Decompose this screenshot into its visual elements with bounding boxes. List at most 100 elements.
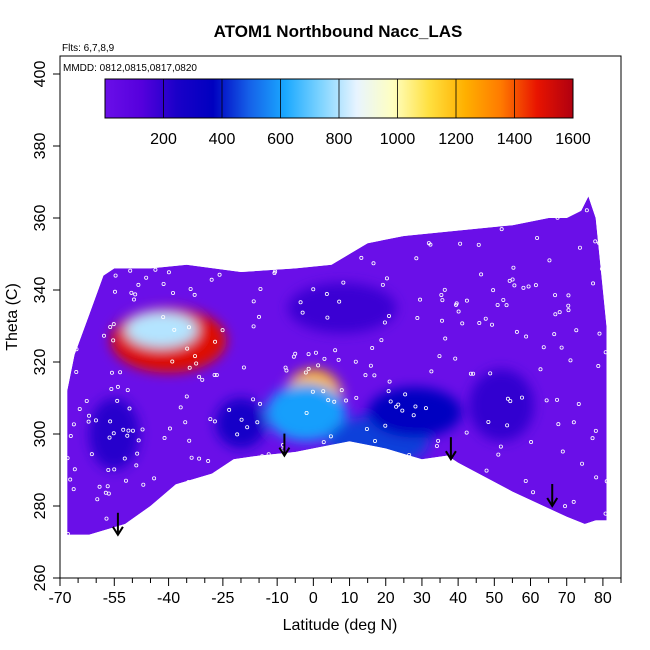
x-tick-label: 0 [309,590,318,607]
x-tick-label: 60 [522,590,540,607]
sample-point [333,508,338,513]
sample-point [220,328,225,333]
sample-point [95,497,100,502]
colorbar: 200 400 600 800 1000 1200 1400 1600 [104,78,591,148]
sample-point [521,285,526,290]
sample-point [101,333,106,338]
sample-point [344,398,349,403]
sample-point [329,454,334,459]
sample-point [111,338,116,343]
sample-point [415,316,420,321]
sample-point [566,293,571,298]
sample-point [125,388,130,393]
sample-point [430,225,435,230]
sample-point [535,530,540,535]
sample-point [108,419,113,424]
sample-point [125,232,130,237]
sample-point [304,514,309,519]
sample-point [74,334,79,339]
sample-point [388,399,393,404]
sample-point [443,479,448,484]
sample-point [211,201,216,206]
sample-point [300,310,305,315]
sample-point [464,298,469,303]
sample-point [299,231,304,236]
sample-point [128,268,133,273]
colorbar-tick-label: 1600 [555,131,591,148]
sample-point [526,284,531,289]
sample-point [91,237,96,242]
sample-point [229,229,234,234]
sample-point [275,454,280,459]
sample-point [593,428,598,433]
sample-point [593,239,598,244]
sample-point [106,468,111,473]
sample-point [67,456,70,461]
sample-point [600,538,603,541]
sample-point [60,206,63,209]
sample-point [212,221,217,226]
sample-point [123,478,128,483]
sample-point [234,532,239,535]
x-tick-label: -55 [103,590,126,607]
sample-point [304,410,309,415]
x-tick-label: 10 [341,590,359,607]
sample-point [185,216,190,221]
sample-point [186,255,191,260]
y-tick-label: 400 [32,61,49,88]
sample-point [258,286,263,291]
sample-point [298,225,303,230]
sample-point [276,529,281,534]
sample-point [566,303,571,308]
sample-point [521,516,526,521]
sample-point [221,486,226,491]
sample-point [115,224,120,229]
sample-point [403,392,408,397]
sample-point [321,217,326,222]
sample-point [187,365,192,370]
sample-point [303,370,308,375]
sample-point [335,522,340,527]
x-tick-label: 40 [449,590,467,607]
sample-point [372,438,377,443]
sample-point [377,466,382,471]
sample-point [189,229,194,234]
sample-point [185,346,190,351]
sample-point [238,485,243,490]
sample-point [306,479,311,484]
sample-point [310,509,315,514]
sample-point [114,241,119,246]
sample-point [387,379,392,384]
sample-point [326,205,331,210]
sample-point [519,395,524,400]
sample-point [318,454,323,459]
sample-point [84,399,89,404]
sample-point [126,428,131,433]
y-tick-label: 340 [32,277,49,304]
colorbar-tick-label: 200 [150,131,177,148]
sample-point [144,275,149,280]
heatmap-layer [60,196,607,541]
sample-point [407,455,412,460]
sample-point [408,510,413,515]
sample-point [186,325,191,330]
enhancement-region-6 [215,398,267,449]
sample-point [333,348,338,353]
sample-point [298,300,303,305]
sample-point [136,438,141,443]
sample-point [187,438,192,443]
sample-point [440,298,445,303]
sample-point [193,354,198,359]
sample-point [306,366,311,371]
sample-point [348,476,353,481]
sample-point [418,297,423,302]
sample-point [71,487,76,492]
sample-point [112,289,117,294]
sample-point [413,404,418,409]
sample-point [460,321,465,326]
heatmap-background [67,196,607,535]
enhancement-region-7 [88,398,140,470]
sample-point [442,287,447,292]
sample-point [248,504,253,509]
sample-point [434,485,439,490]
